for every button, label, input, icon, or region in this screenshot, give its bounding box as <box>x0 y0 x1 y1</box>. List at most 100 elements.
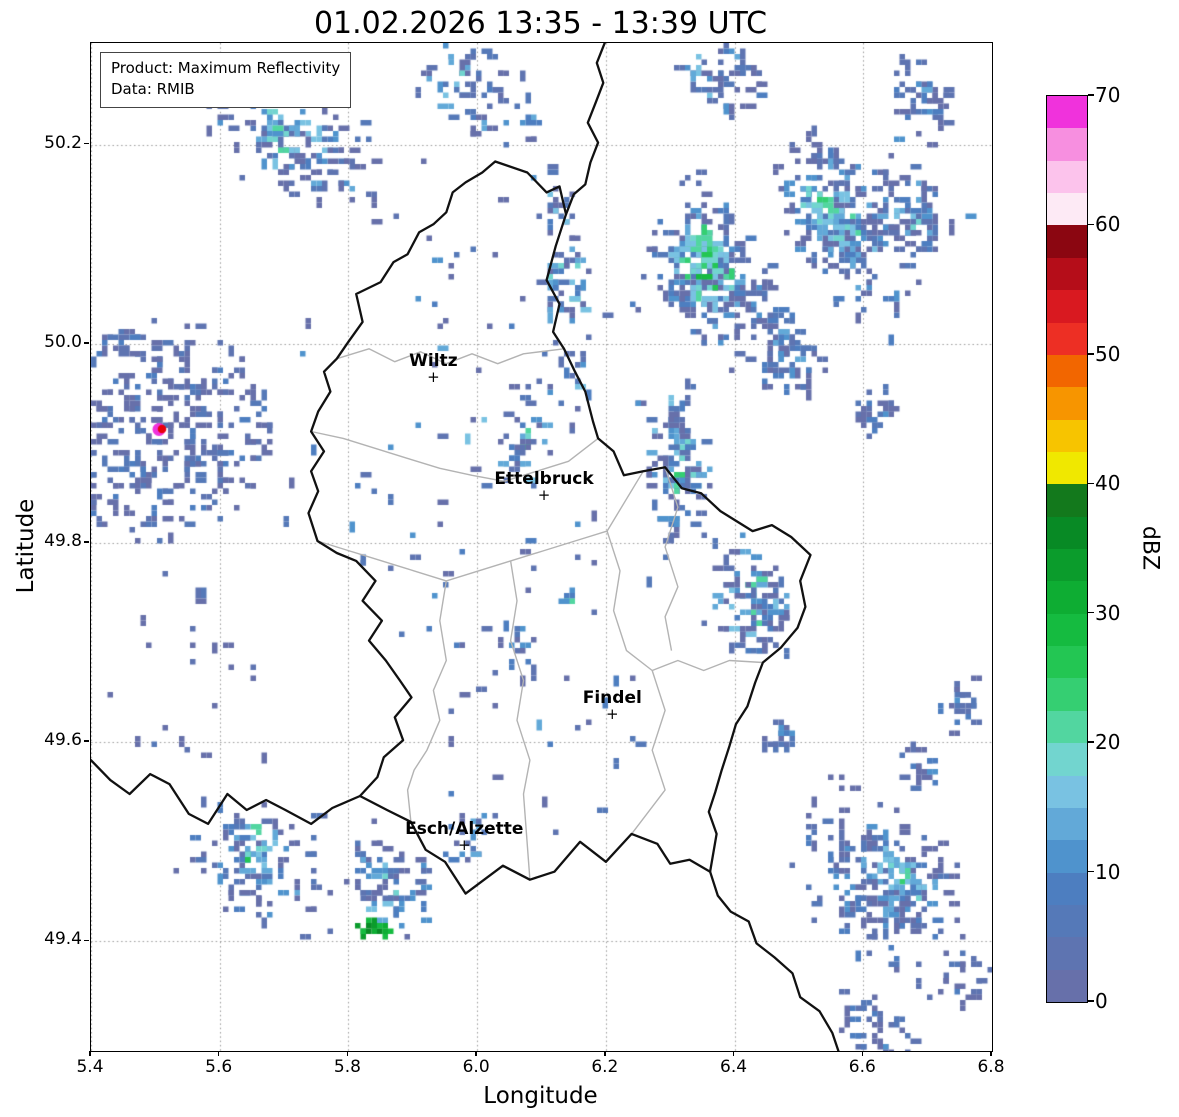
colorbar-tick-label: 70 <box>1095 83 1121 107</box>
map-borders-layer <box>91 43 840 1051</box>
district-border <box>606 530 666 835</box>
colorbar-tick-mark <box>1088 482 1094 485</box>
colorbar-tick-mark <box>1088 611 1094 614</box>
colorbar-tick-label: 0 <box>1095 989 1108 1013</box>
city-label: Wiltz <box>409 350 458 371</box>
colorbar-segment <box>1047 225 1087 258</box>
y-tick-label: 49.4 <box>44 929 82 950</box>
colorbar <box>1046 95 1088 1003</box>
y-tick-label: 50.0 <box>44 331 82 352</box>
x-tick-mark <box>475 1051 477 1056</box>
x-tick-label: 6.4 <box>720 1057 748 1077</box>
colorbar-segment <box>1047 483 1087 517</box>
colorbar-segment <box>1047 742 1087 776</box>
colorbar-segment <box>1047 580 1087 614</box>
colorbar-segment <box>1047 95 1087 129</box>
colorbar-tick-label: 60 <box>1095 212 1121 237</box>
colorbar-segment <box>1047 548 1087 582</box>
x-tick-label: 6.8 <box>977 1057 1005 1077</box>
colorbar-tick-label: 50 <box>1095 341 1121 366</box>
colorbar-segment <box>1047 807 1087 841</box>
colorbar-tick-mark <box>1088 94 1094 96</box>
district-border <box>664 467 679 651</box>
district-border <box>317 470 644 582</box>
colorbar-tick-label: 20 <box>1095 730 1121 755</box>
colorbar-tick-mark <box>1088 741 1094 743</box>
y-tick-mark <box>84 342 89 344</box>
city-label: Ettelbruck <box>494 469 594 490</box>
colorbar-segment <box>1047 192 1087 226</box>
x-tick-label: 6.0 <box>462 1057 490 1077</box>
colorbar-segment <box>1047 257 1087 291</box>
colorbar-segment <box>1047 322 1087 355</box>
district-border <box>651 659 763 672</box>
colorbar-segment <box>1047 678 1087 711</box>
colorbar-segment <box>1047 872 1087 905</box>
colorbar-segment <box>1047 451 1087 485</box>
radar-reflectivity-layer <box>91 43 992 1051</box>
x-tick-label: 5.4 <box>76 1057 104 1077</box>
map-plot-area: Product: Maximum Reflectivity Data: RMIB… <box>90 42 993 1052</box>
x-tick-label: 6.6 <box>848 1057 876 1077</box>
city-marker: + <box>457 835 471 854</box>
x-tick-mark <box>990 1051 992 1056</box>
colorbar-segment <box>1047 969 1087 1002</box>
national-border <box>564 43 606 216</box>
y-tick-mark <box>84 142 89 145</box>
figure-title: 01.02.2026 13:35 - 13:39 UTC <box>313 6 768 41</box>
colorbar-segment <box>1047 127 1087 161</box>
x-tick-mark <box>604 1051 606 1056</box>
x-tick-mark <box>732 1051 735 1056</box>
colorbar-segment <box>1047 419 1087 452</box>
colorbar-segment <box>1047 775 1087 808</box>
colorbar-tick-mark <box>1088 870 1094 873</box>
colorbar-tick-label: 30 <box>1095 600 1121 625</box>
x-tick-mark <box>89 1051 91 1056</box>
colorbar-segment <box>1047 645 1087 679</box>
colorbar-tick-label: 40 <box>1095 471 1121 496</box>
colorbar-segment <box>1047 613 1087 647</box>
city-label: Esch/Alzette <box>405 818 524 839</box>
colorbar-segment <box>1047 386 1087 420</box>
colorbar-unit-label: dBZ <box>1137 525 1163 571</box>
y-tick-label: 49.6 <box>44 730 82 751</box>
district-border <box>509 560 531 880</box>
x-tick-mark <box>217 1051 220 1056</box>
national-border <box>708 870 840 1051</box>
district-border <box>336 348 565 365</box>
colorbar-segment <box>1047 289 1087 323</box>
colorbar-segment <box>1047 160 1087 194</box>
colorbar-tick-label: 10 <box>1095 859 1121 884</box>
x-axis-label: Longitude <box>483 1083 598 1109</box>
national-border <box>91 759 362 826</box>
district-border <box>406 580 447 822</box>
city-marker: + <box>605 705 619 724</box>
district-border <box>310 430 599 482</box>
product-label: Product: Maximum Reflectivity <box>111 59 341 77</box>
x-tick-mark <box>346 1051 349 1056</box>
city-marker: + <box>427 367 440 386</box>
x-tick-label: 6.2 <box>591 1057 619 1077</box>
colorbar-tick-mark <box>1088 1000 1094 1002</box>
product-info-box: Product: Maximum Reflectivity Data: RMIB <box>100 52 352 108</box>
colorbar-segment <box>1047 839 1087 873</box>
city-marker: + <box>537 486 551 505</box>
y-tick-mark <box>84 740 89 742</box>
y-tick-mark <box>84 541 89 543</box>
data-source-label: Data: RMIB <box>111 80 195 98</box>
colorbar-segment <box>1047 904 1087 938</box>
colorbar-segment <box>1047 936 1087 970</box>
colorbar-segment <box>1047 354 1087 388</box>
colorbar-segment <box>1047 710 1087 744</box>
city-label: Findel <box>582 688 642 709</box>
x-tick-mark <box>861 1051 864 1056</box>
colorbar-tick-mark <box>1088 223 1094 226</box>
y-tick-label: 50.2 <box>44 132 82 153</box>
y-tick-label: 49.8 <box>44 531 82 552</box>
x-tick-label: 5.6 <box>205 1057 233 1077</box>
colorbar-tick-mark <box>1088 353 1094 355</box>
luxembourg-border <box>307 160 812 895</box>
colorbar-segment <box>1047 516 1087 549</box>
x-tick-label: 5.8 <box>333 1057 361 1077</box>
